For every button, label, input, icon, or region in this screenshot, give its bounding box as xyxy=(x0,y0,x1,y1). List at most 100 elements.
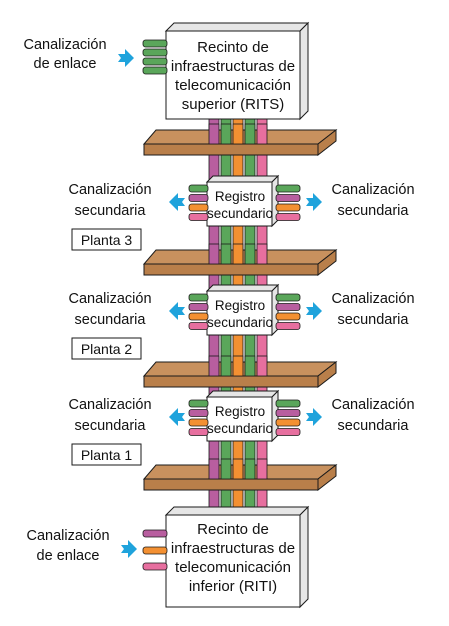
pipe-segments-over-slabs xyxy=(208,123,268,480)
enclosures xyxy=(164,21,310,609)
right-conduit xyxy=(275,399,301,408)
text-labels: Recinto de infraestructuras de telecomunic… xyxy=(23,37,414,595)
left-arrow xyxy=(169,193,185,211)
riti-conduit xyxy=(142,562,168,571)
slab-front-face xyxy=(143,478,319,491)
left-channel-label: secundaria xyxy=(75,203,147,219)
planta-label: Planta 3 xyxy=(81,232,133,248)
vertical-pipe-through-slab xyxy=(244,123,256,145)
right-conduit xyxy=(275,312,301,321)
riti-conduit xyxy=(142,546,168,555)
right-channel-label: secundaria xyxy=(338,312,410,328)
slab-side-face xyxy=(317,463,337,492)
left-conduit xyxy=(188,322,209,330)
left-channel-label: Canalización xyxy=(68,397,151,413)
right-conduit xyxy=(275,203,301,212)
rits-side-label: de enlace xyxy=(34,56,97,72)
right-channel-label: secundaria xyxy=(338,418,410,434)
left-conduit xyxy=(188,184,209,193)
registro-label: Registro xyxy=(215,189,265,204)
right-conduit xyxy=(275,293,301,302)
riti-arrow xyxy=(121,540,137,558)
right-conduit xyxy=(275,418,301,427)
vertical-pipe-through-slab xyxy=(256,458,268,480)
vertical-pipe-through-slab xyxy=(256,123,268,145)
left-channel-label: Canalización xyxy=(68,182,151,198)
left-channel-label: secundaria xyxy=(75,312,147,328)
right-channel-label: secundaria xyxy=(338,203,410,219)
right-conduit xyxy=(275,213,301,221)
registro-label: Registro xyxy=(215,404,265,419)
slab-front-face xyxy=(143,143,319,156)
left-conduit xyxy=(188,194,209,202)
left-conduit xyxy=(188,418,209,427)
planta-box xyxy=(71,443,142,466)
registro-label: Registro xyxy=(215,298,265,313)
right-arrow xyxy=(306,193,322,211)
vertical-pipe-through-slab xyxy=(208,243,220,265)
left-channel-label: secundaria xyxy=(75,418,147,434)
vertical-pipe-through-slab xyxy=(232,355,244,377)
left-arrow xyxy=(169,408,185,426)
right-conduit xyxy=(275,322,301,330)
vertical-pipe-through-slab xyxy=(256,355,268,377)
registro-label: secundario xyxy=(207,421,273,436)
registro-box xyxy=(206,290,273,336)
vertical-pipe-through-slab xyxy=(244,458,256,480)
registro-box-top xyxy=(205,390,280,398)
rits-title: infraestructuras de xyxy=(171,58,295,75)
registro-box-top xyxy=(205,175,280,183)
right-channel-label: Canalización xyxy=(331,291,414,307)
rits-box xyxy=(165,30,301,120)
slab-front-face xyxy=(143,375,319,388)
vertical-pipe-through-slab xyxy=(232,123,244,145)
riti-box-top xyxy=(164,506,310,516)
registro-label: secundario xyxy=(207,206,273,221)
rits-arrow xyxy=(118,49,134,67)
slab-side-face xyxy=(317,128,337,157)
right-conduit xyxy=(275,184,301,193)
rits-box-side xyxy=(299,21,309,121)
vertical-pipe-through-slab xyxy=(244,243,256,265)
rits-title: Recinto de xyxy=(197,39,269,56)
vertical-pipe-through-slab xyxy=(208,123,220,145)
left-conduit xyxy=(188,293,209,302)
horizontal-conduits xyxy=(142,39,301,571)
rits-box-top xyxy=(164,22,310,32)
registro-box xyxy=(206,396,273,442)
right-arrow xyxy=(306,408,322,426)
left-conduit xyxy=(188,399,209,408)
slab-front-face xyxy=(143,263,319,276)
planta-box xyxy=(71,228,142,251)
registro-box-top xyxy=(205,284,280,292)
riti-title: Recinto de xyxy=(197,521,269,538)
vertical-pipe-through-slab xyxy=(208,458,220,480)
right-channel-label: Canalización xyxy=(331,397,414,413)
vertical-pipe-through-slab xyxy=(256,243,268,265)
left-conduit xyxy=(188,409,209,417)
vertical-pipe-through-slab xyxy=(220,355,232,377)
right-channel-label: Canalización xyxy=(331,182,414,198)
left-conduit xyxy=(188,213,209,221)
registro-label: secundario xyxy=(207,315,273,330)
riti-title: telecomunicación xyxy=(175,559,291,576)
left-conduit xyxy=(188,428,209,436)
direction-arrows xyxy=(118,49,322,558)
left-arrow xyxy=(169,302,185,320)
right-conduit xyxy=(275,428,301,436)
rits-conduit xyxy=(142,48,168,57)
vertical-pipe-through-slab xyxy=(244,355,256,377)
vertical-pipe-through-slab xyxy=(220,123,232,145)
rits-conduit xyxy=(142,39,168,48)
slab-side-face xyxy=(317,360,337,389)
riti-title: inferior (RITI) xyxy=(189,578,277,595)
registro-box xyxy=(206,181,273,227)
riti-side-label: Canalización xyxy=(26,528,109,544)
riti-side-label: de enlace xyxy=(37,548,100,564)
riti-conduit xyxy=(142,529,168,538)
right-conduit xyxy=(275,303,301,311)
rits-side-label: Canalización xyxy=(23,37,106,53)
left-channel-label: Canalización xyxy=(68,291,151,307)
rits-conduit xyxy=(142,66,168,75)
